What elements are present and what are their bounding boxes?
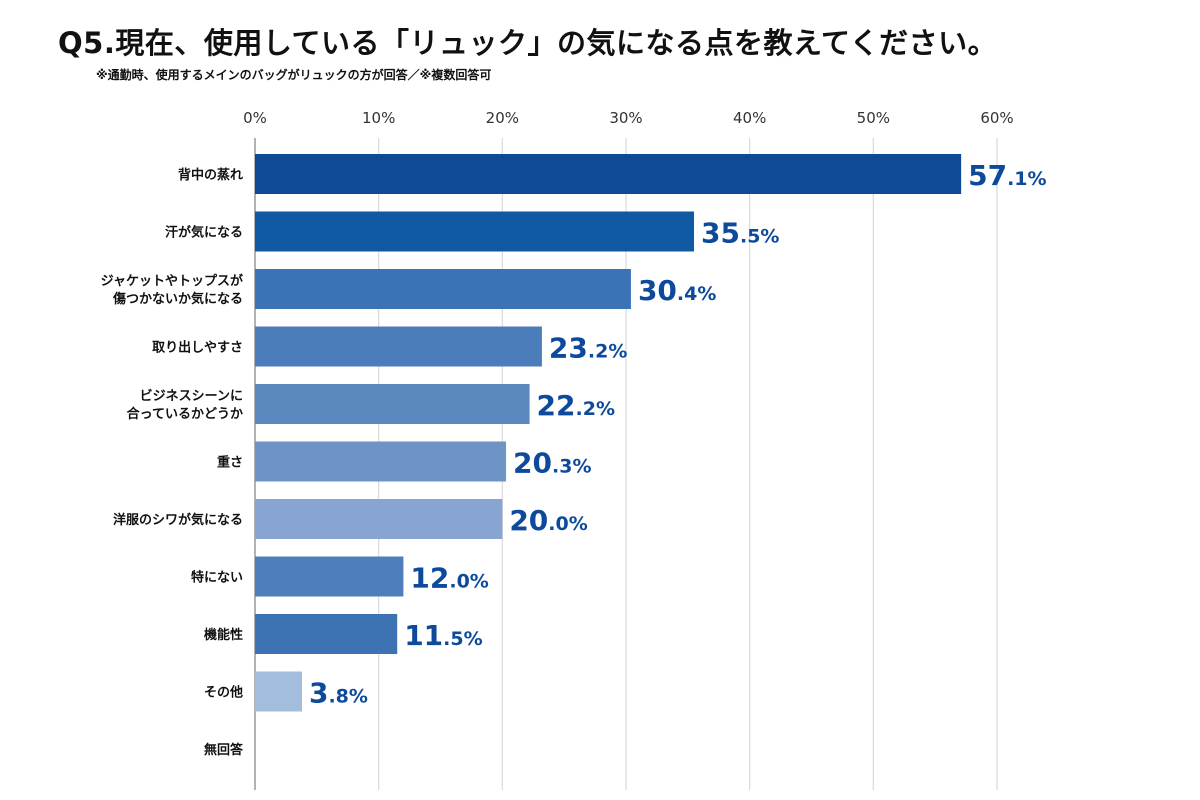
category-label: ジャケットやトップスが傷つかないか気になる bbox=[101, 273, 243, 307]
value-label: 20.0% bbox=[509, 504, 587, 537]
x-tick-label: 40% bbox=[733, 109, 766, 127]
bar bbox=[255, 326, 542, 367]
x-tick-label: 30% bbox=[609, 109, 642, 127]
value-label: 35.5% bbox=[701, 217, 779, 250]
chart-subtitle: ※通勤時、使用するメインのバッグがリュックの方が回答／※複数回答可 bbox=[96, 68, 492, 82]
category-label: 取り出しやすさ bbox=[152, 340, 243, 356]
value-label: 12.0% bbox=[410, 562, 488, 595]
value-label: 23.2% bbox=[549, 332, 627, 365]
bar bbox=[255, 269, 631, 309]
value-label: 20.3% bbox=[513, 447, 591, 480]
bar bbox=[255, 154, 962, 194]
value-label: 30.4% bbox=[638, 274, 716, 307]
bar bbox=[255, 556, 404, 597]
category-label: 重さ bbox=[217, 455, 243, 471]
category-label: ビジネスシーンに合っているかどうか bbox=[127, 388, 243, 422]
bar bbox=[255, 671, 302, 712]
bar bbox=[255, 211, 695, 252]
value-label: 22.2% bbox=[537, 389, 615, 422]
x-tick-label: 10% bbox=[362, 109, 395, 127]
bar bbox=[255, 614, 398, 654]
x-tick-label: 0% bbox=[243, 109, 267, 127]
value-label: 3.8% bbox=[309, 677, 368, 710]
bar bbox=[255, 441, 507, 482]
x-tick-label: 20% bbox=[486, 109, 519, 127]
category-label: 洋服のシワが気になる bbox=[113, 512, 243, 528]
bar bbox=[255, 384, 530, 424]
category-label: 特にない bbox=[191, 570, 243, 586]
category-label: 背中の蒸れ bbox=[178, 167, 243, 183]
bar bbox=[255, 499, 503, 539]
x-tick-label: 60% bbox=[980, 109, 1013, 127]
value-label: 11.5% bbox=[404, 619, 482, 652]
x-tick-label: 50% bbox=[857, 109, 890, 127]
chart-title: Q5.現在、使用している「リュック」の気になる点を教えてください。 bbox=[58, 26, 998, 60]
category-label: 機能性 bbox=[204, 627, 243, 643]
category-label: 無回答 bbox=[204, 742, 244, 758]
category-label: 汗が気になる bbox=[165, 225, 243, 241]
value-label: 57.1% bbox=[968, 159, 1046, 192]
category-label: その他 bbox=[204, 685, 243, 701]
